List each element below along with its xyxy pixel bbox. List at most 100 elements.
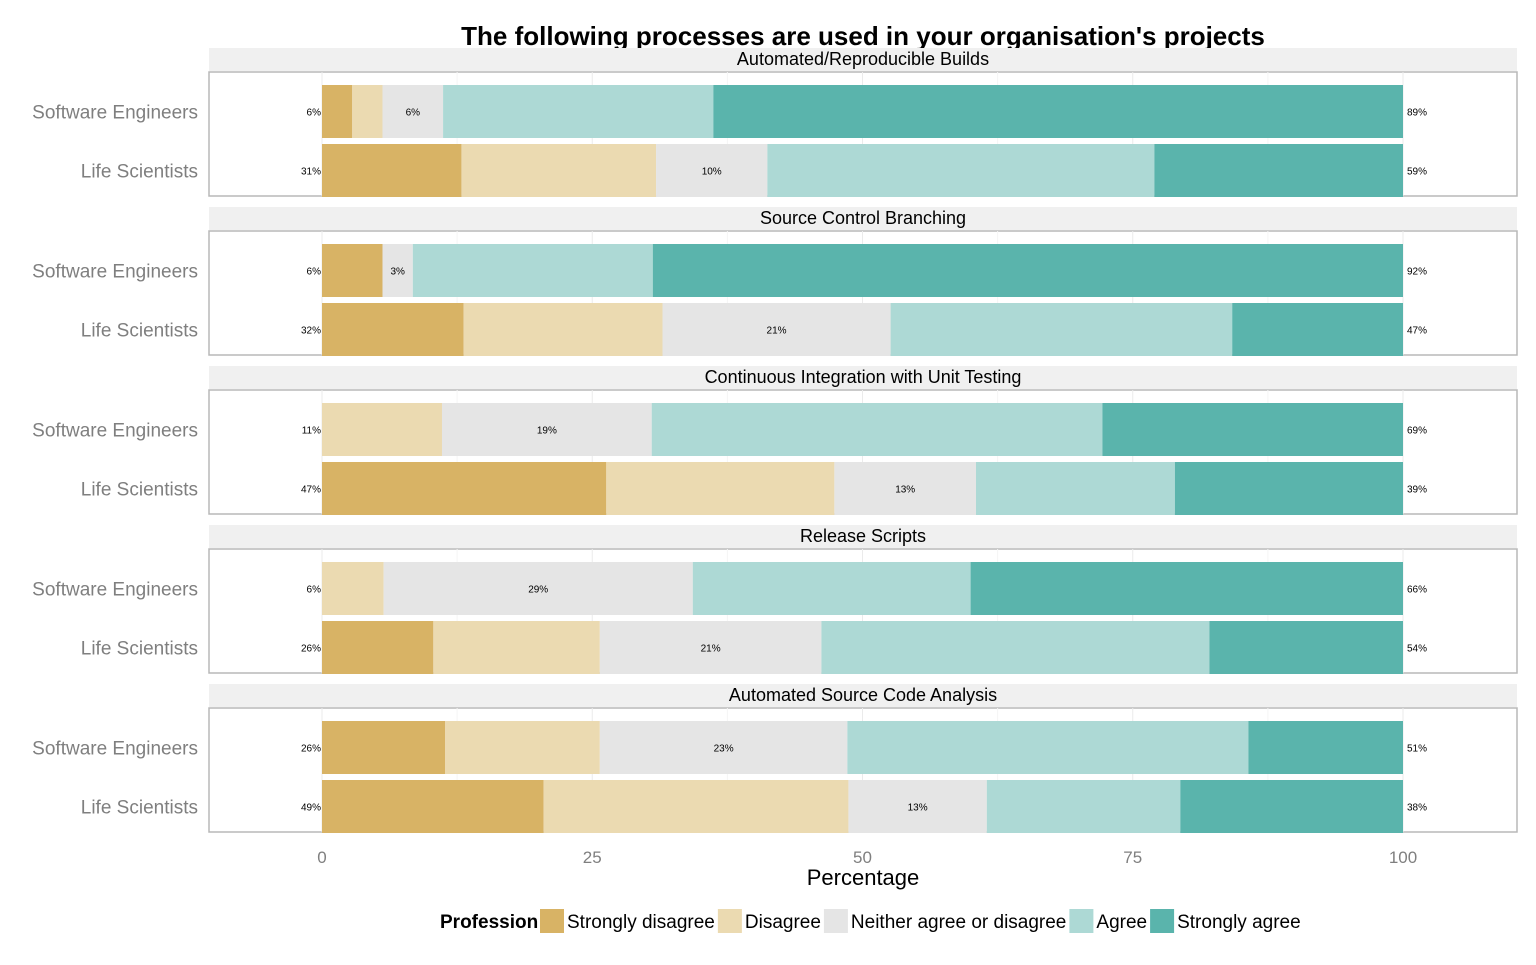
- neutral-percent-label: 3%: [390, 267, 405, 278]
- legend-label: Strongly agree: [1177, 912, 1301, 933]
- bar-segment: [847, 721, 1249, 774]
- left-percent-label: 26%: [301, 744, 321, 755]
- legend-swatch: [540, 909, 564, 933]
- neutral-percent-label: 19%: [537, 426, 557, 437]
- bar-segment: [322, 621, 434, 674]
- bar-segment: [461, 144, 657, 197]
- left-percent-label: 11%: [302, 426, 321, 437]
- bar-segment: [848, 780, 987, 833]
- bar-segment: [382, 244, 413, 297]
- x-axis-label: Percentage: [807, 865, 920, 890]
- neutral-percent-label: 21%: [701, 644, 721, 655]
- bar-segment: [322, 85, 353, 138]
- category-label: Software Engineers: [32, 103, 198, 124]
- panel-strip: [209, 48, 1517, 71]
- bar-segment: [322, 721, 446, 774]
- panel-title: Source Control Branching: [760, 208, 966, 228]
- legend-swatch: [1069, 909, 1094, 933]
- bar-segment: [599, 621, 822, 674]
- category-label: Life Scientists: [81, 639, 198, 660]
- right-percent-label: 92%: [1407, 267, 1427, 278]
- x-tick-label: 75: [1123, 848, 1142, 867]
- left-percent-label: 6%: [307, 108, 322, 119]
- right-percent-label: 66%: [1407, 585, 1427, 596]
- right-percent-label: 89%: [1407, 108, 1427, 119]
- category-label: Software Engineers: [32, 262, 198, 283]
- bar-segment: [662, 303, 891, 356]
- bar-segment: [1154, 144, 1403, 197]
- bar-segment: [1102, 403, 1403, 456]
- right-percent-label: 47%: [1407, 326, 1427, 337]
- bar-segment: [656, 144, 768, 197]
- x-tick-label: 100: [1389, 848, 1417, 867]
- bar-segment: [767, 144, 1155, 197]
- bar-segment: [543, 780, 849, 833]
- bar-segment: [445, 721, 600, 774]
- panel-strip: [209, 525, 1517, 548]
- panel-title: Automated/Reproducible Builds: [737, 49, 989, 69]
- left-percent-label: 6%: [307, 267, 322, 278]
- x-tick-label: 50: [853, 848, 872, 867]
- legend-swatch: [717, 909, 742, 933]
- left-percent-label: 49%: [301, 803, 321, 814]
- panel-strip: [209, 684, 1517, 707]
- bar-segment: [383, 562, 693, 615]
- category-label: Software Engineers: [32, 421, 198, 442]
- bar-segment: [322, 244, 383, 297]
- legend-label: Agree: [1096, 912, 1147, 933]
- neutral-percent-label: 13%: [895, 485, 915, 496]
- bar-segment: [1209, 621, 1403, 674]
- panel-strip: [209, 366, 1517, 389]
- neutral-percent-label: 13%: [908, 803, 928, 814]
- bar-segment: [606, 462, 835, 515]
- bar-segment: [382, 85, 444, 138]
- bar-segment: [322, 562, 384, 615]
- legend-swatch: [823, 909, 848, 933]
- panel-title: Automated Source Code Analysis: [729, 685, 997, 705]
- right-percent-label: 39%: [1407, 485, 1427, 496]
- bar-segment: [1174, 462, 1403, 515]
- bar-segment: [976, 462, 1175, 515]
- panel-strip: [209, 207, 1517, 230]
- neutral-percent-label: 21%: [767, 326, 787, 337]
- bar-segment: [986, 780, 1181, 833]
- category-label: Life Scientists: [81, 480, 198, 501]
- legend-swatch: [1150, 909, 1175, 933]
- right-percent-label: 51%: [1407, 744, 1427, 755]
- right-percent-label: 69%: [1407, 426, 1427, 437]
- legend-label: Disagree: [745, 912, 821, 933]
- bar-segment: [352, 85, 383, 138]
- category-label: Life Scientists: [81, 162, 198, 183]
- right-percent-label: 54%: [1407, 644, 1427, 655]
- bar-segment: [970, 562, 1403, 615]
- bar-segment: [322, 303, 464, 356]
- legend-label: Neither agree or disagree: [851, 912, 1066, 933]
- panel: Source Control Branching Software Enginee…: [32, 207, 1518, 356]
- category-label: Software Engineers: [32, 739, 198, 760]
- bar-segment: [322, 462, 607, 515]
- bar-segment: [652, 244, 1403, 297]
- neutral-percent-label: 6%: [406, 108, 421, 119]
- legend-title: Profession: [440, 912, 538, 933]
- bar-segment: [1180, 780, 1403, 833]
- bar-segment: [441, 403, 652, 456]
- bar-segment: [890, 303, 1233, 356]
- bar-segment: [322, 403, 442, 456]
- panels-layer: Automated/Reproducible Builds Software En…: [32, 48, 1518, 833]
- panel: Continuous Integration with Unit Testing…: [32, 366, 1518, 515]
- bar-segment: [433, 621, 600, 674]
- legend-label: Strongly disagree: [567, 912, 715, 933]
- neutral-percent-label: 10%: [702, 167, 722, 178]
- bar-segment: [1232, 303, 1403, 356]
- x-tick-label: 0: [317, 848, 326, 867]
- left-percent-label: 26%: [301, 644, 321, 655]
- bar-segment: [322, 780, 544, 833]
- legend: Profession Strongly disagree Disagree Neith…: [440, 909, 1301, 933]
- bar-segment: [651, 403, 1103, 456]
- left-percent-label: 31%: [301, 167, 321, 178]
- x-axis: 0 25 50 75 100: [317, 848, 1417, 867]
- bar-segment: [443, 85, 714, 138]
- panel-title: Release Scripts: [800, 526, 926, 546]
- panel: Release Scripts Software Engineers 6% 29% 66…: [32, 525, 1518, 674]
